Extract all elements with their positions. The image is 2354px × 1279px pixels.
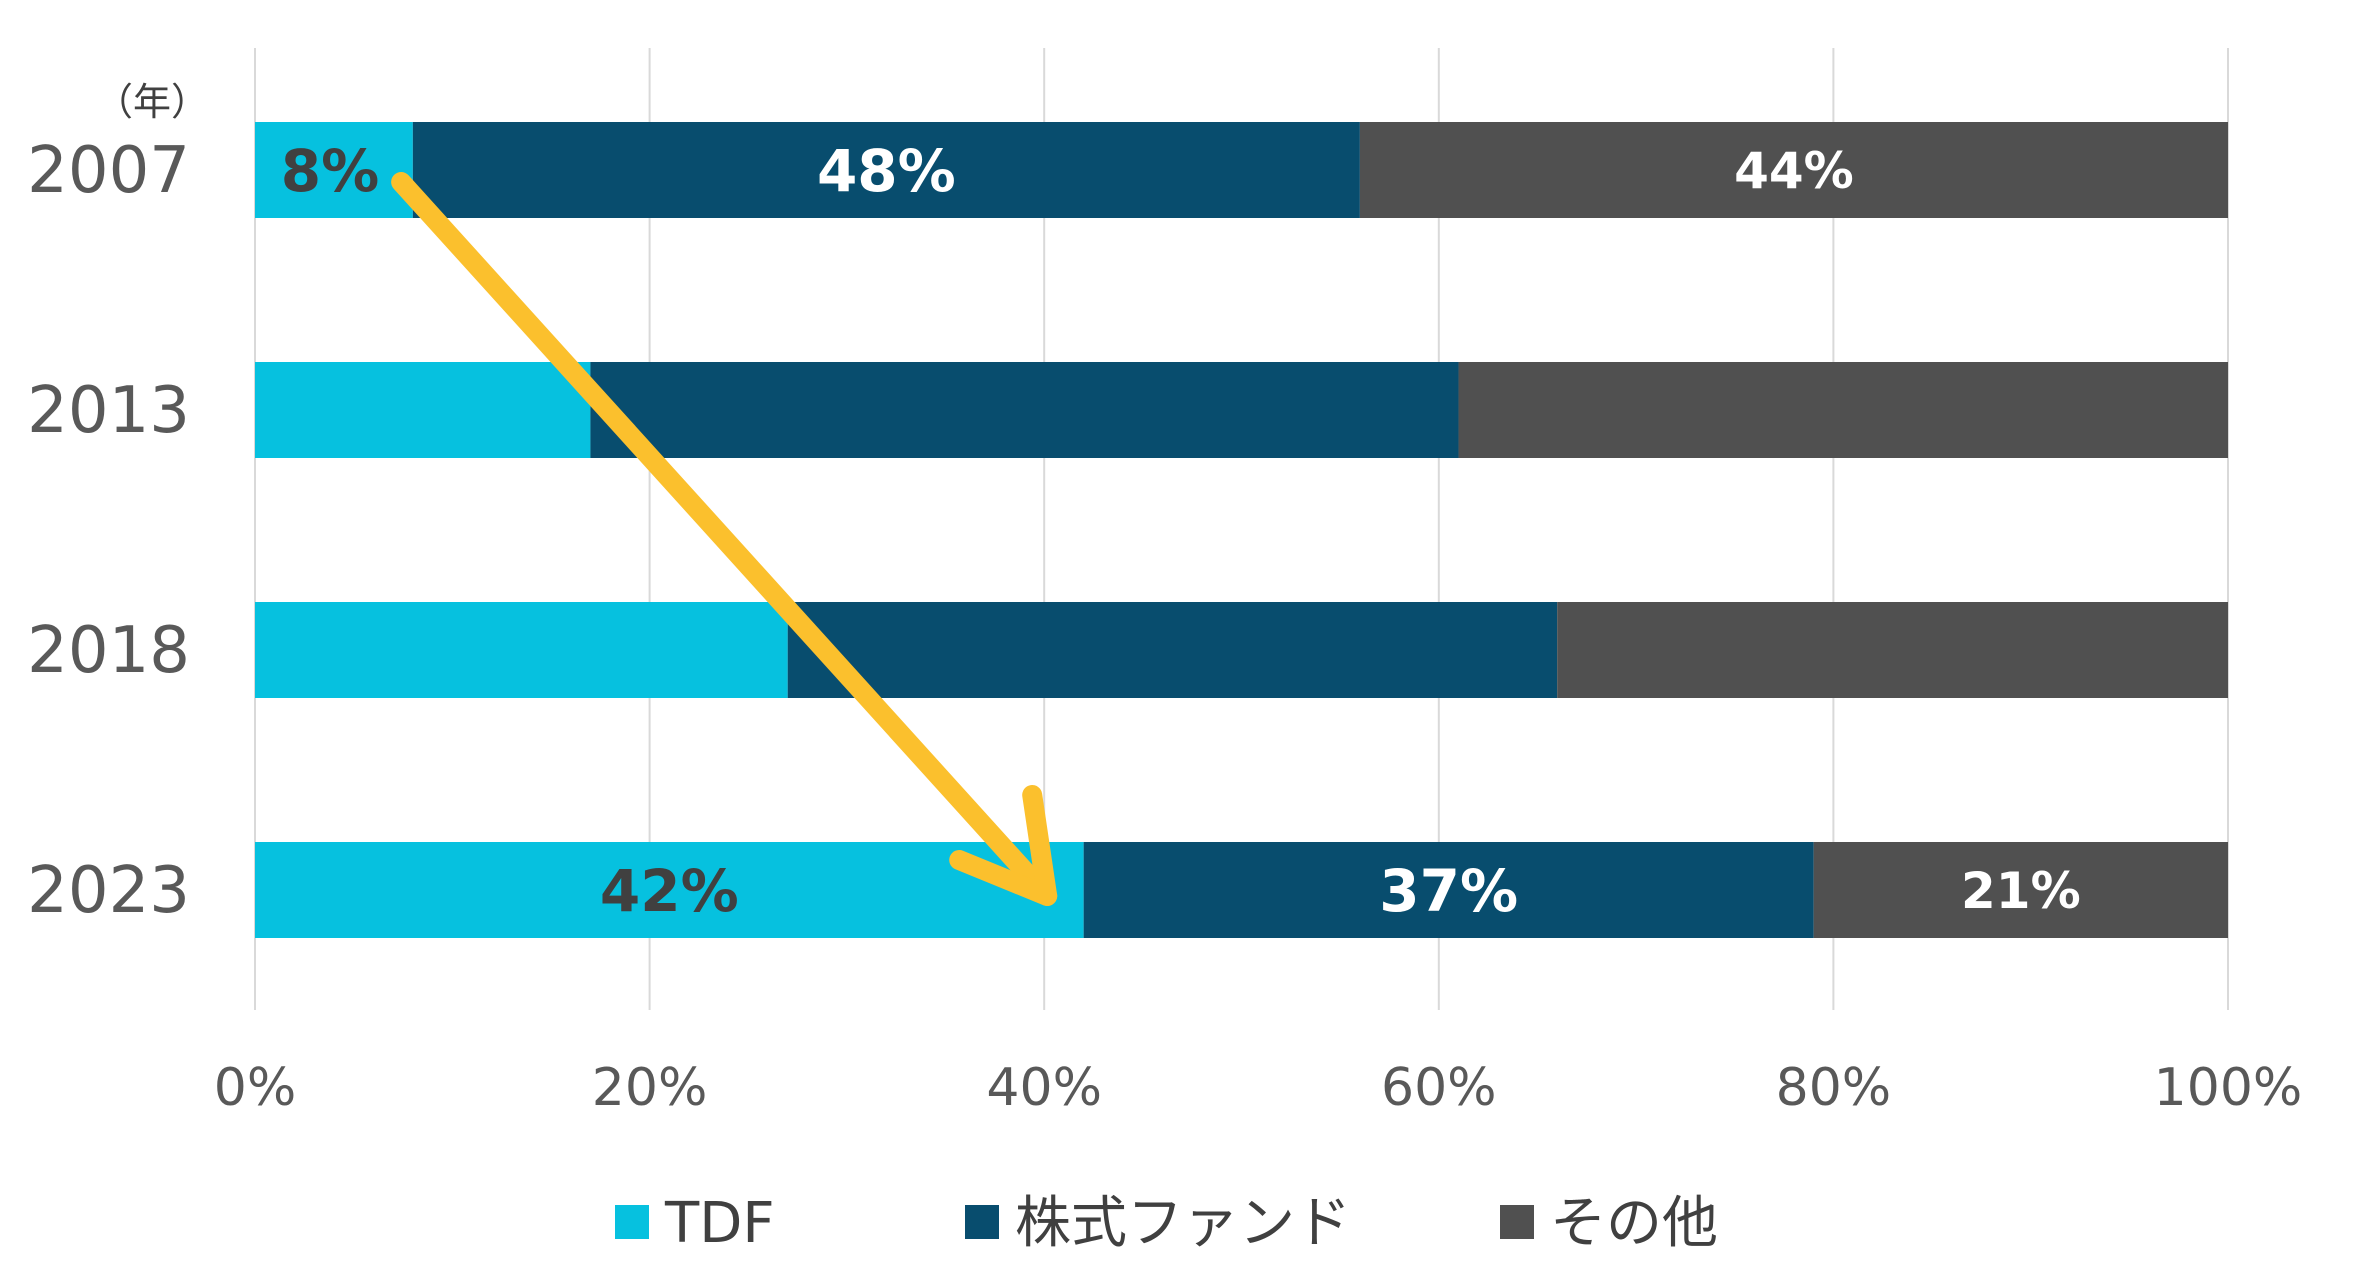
category-label: 2013	[27, 374, 190, 448]
x-tick-label: 60%	[1381, 1058, 1497, 1118]
data-label: 21%	[1961, 862, 2081, 920]
bar-segment	[787, 602, 1558, 698]
arrow-head	[949, 785, 1058, 906]
legend-swatch	[1500, 1205, 1534, 1239]
bar-segment	[255, 842, 1084, 938]
bar-segment	[255, 122, 413, 218]
x-axis: 0% 20% 40% 60% 80% 100%	[214, 1058, 2303, 1118]
data-label: 8%	[281, 137, 379, 205]
data-label: 44%	[1734, 142, 1854, 200]
x-tick-label: 20%	[592, 1058, 708, 1118]
unit-label: （年）	[95, 80, 209, 124]
legend-label: その他	[1550, 1191, 1718, 1256]
data-label: 37%	[1379, 857, 1518, 925]
bars	[255, 122, 2228, 938]
bar-segment	[1458, 362, 2228, 458]
bar-segment	[412, 122, 1360, 218]
legend-swatch	[615, 1205, 649, 1239]
x-tick-label: 0%	[214, 1058, 297, 1118]
bar-segment	[1359, 122, 2228, 218]
x-tick-label: 100%	[2154, 1058, 2303, 1118]
x-tick-label: 80%	[1776, 1058, 1892, 1118]
category-label: 2023	[27, 854, 190, 928]
bar-segment	[255, 362, 591, 458]
arrow-shaft	[391, 172, 1058, 906]
y-axis: 2007 2013 2018 2023 （年）	[27, 80, 209, 928]
category-label: 2007	[27, 134, 190, 208]
legend-label: 株式ファンド	[1015, 1191, 1351, 1256]
data-label: 42%	[600, 857, 739, 925]
x-tick-label: 40%	[986, 1058, 1102, 1118]
bar-segment	[1083, 842, 1814, 938]
legend-swatch	[965, 1205, 999, 1239]
bar-segment	[255, 602, 788, 698]
annotation	[391, 172, 1058, 906]
bar-segment	[1813, 842, 2228, 938]
data-labels: 8% 48% 44% 42% 37% 21%	[281, 137, 2081, 925]
bar-segment	[590, 362, 1459, 458]
bar-segment	[1557, 602, 2228, 698]
data-label: 48%	[817, 137, 956, 205]
legend: TDF 株式ファンド その他	[615, 1191, 1718, 1256]
legend-label: TDF	[664, 1191, 775, 1256]
category-label: 2018	[27, 614, 190, 688]
